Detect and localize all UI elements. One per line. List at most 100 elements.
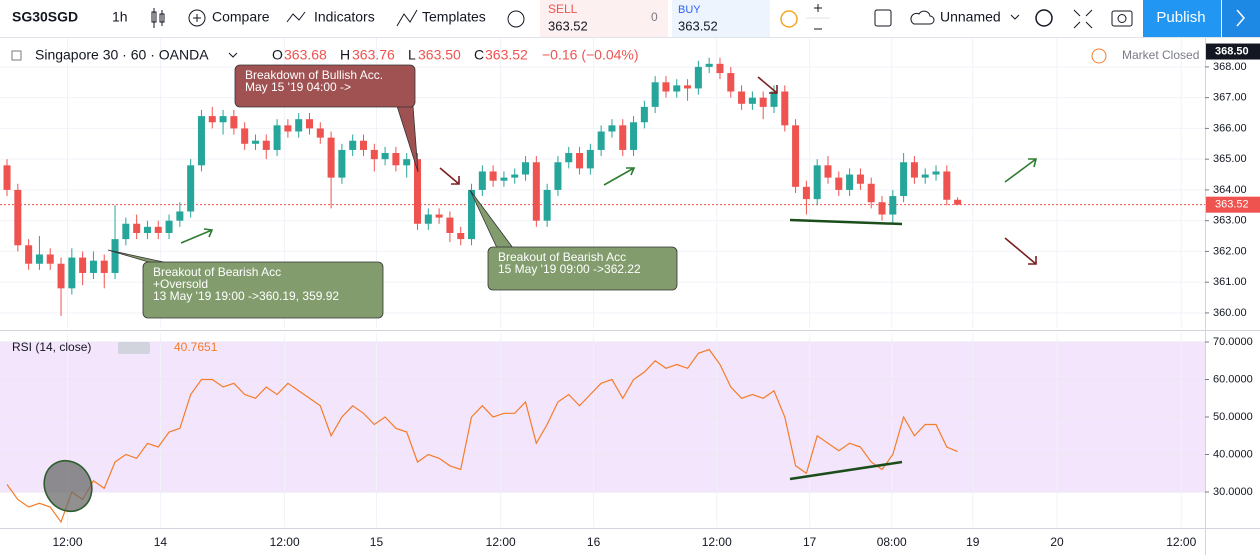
- compare-button[interactable]: Compare: [212, 9, 270, 25]
- x-tick-label: 12:00: [1166, 535, 1196, 549]
- high-value: 363.76: [352, 47, 395, 63]
- candle-body: [424, 214, 432, 224]
- x-tick-label: 12:00: [52, 535, 82, 549]
- candle-body: [251, 140, 259, 144]
- callout-pointer: [396, 105, 419, 173]
- candle-body: [705, 63, 713, 67]
- candle-body: [694, 66, 702, 89]
- compare-icon[interactable]: [188, 9, 206, 27]
- y-tick-label: 362.00: [1213, 245, 1247, 257]
- drawings: [43, 76, 1038, 513]
- candle-body: [489, 171, 497, 181]
- y-tick-label: 70.0000: [1213, 336, 1253, 348]
- candle-body: [878, 202, 886, 215]
- callout-text: Breakdown of Bullish Acc.: [245, 68, 383, 82]
- high-marker-label: 368.50: [1215, 45, 1249, 57]
- candle-body: [3, 165, 11, 190]
- candle-body: [381, 153, 389, 160]
- callout-box: [234, 64, 416, 108]
- indicators-icon[interactable]: [286, 11, 306, 23]
- publish-menu[interactable]: [1222, 0, 1260, 37]
- indicators-button[interactable]: Indicators: [314, 9, 375, 25]
- close-value: 363.52: [485, 47, 528, 63]
- candle-body: [748, 97, 756, 104]
- candle-body: [262, 140, 270, 150]
- chart-type-icon[interactable]: [151, 8, 165, 28]
- info-icon[interactable]: [780, 10, 798, 28]
- y-tick-label: 361.00: [1213, 276, 1247, 288]
- sell-price: 363.52: [548, 18, 588, 33]
- x-tick-label: 12:00: [270, 535, 300, 549]
- candle-body: [532, 162, 540, 221]
- main-legend: Singapore 30 · 60 · OANDA O 363.68 H 363…: [11, 47, 1199, 64]
- candle-body: [208, 116, 216, 123]
- high-label: H: [340, 47, 350, 63]
- callout-text: +Oversold: [153, 277, 208, 291]
- candle-body: [122, 223, 130, 240]
- candle-body: [900, 162, 908, 197]
- candle-body: [565, 153, 573, 163]
- candle-body: [759, 97, 767, 107]
- x-tick-label: 12:00: [702, 535, 732, 549]
- candle-body: [219, 116, 227, 123]
- symbol[interactable]: SG30SGD: [12, 9, 78, 25]
- callout-text: Breakout of Bearish Acc: [153, 265, 281, 279]
- y-tick-label: 40.0000: [1213, 448, 1253, 460]
- candle-body: [370, 149, 378, 160]
- snapshot-icon[interactable]: [1111, 10, 1133, 27]
- candle-body: [856, 174, 864, 184]
- candle-body: [543, 189, 551, 221]
- callout-box: [487, 246, 678, 291]
- x-tick-label: 12:00: [486, 535, 516, 549]
- candle-body: [338, 149, 346, 178]
- layout-name[interactable]: Unnamed: [940, 9, 1001, 25]
- cloud-icon[interactable]: [910, 10, 935, 25]
- templates-icon[interactable]: [396, 9, 418, 27]
- select-icon[interactable]: [874, 9, 892, 27]
- buy-box[interactable]: [672, 0, 770, 37]
- candle-body: [284, 125, 292, 132]
- toolbar: SG30SGD 1h Compare Indicators Templates …: [0, 0, 1260, 38]
- candle-body: [165, 220, 173, 233]
- legend-icon: [11, 50, 22, 61]
- settings-icon[interactable]: [1035, 9, 1053, 27]
- market-icon: [1091, 48, 1107, 64]
- candle-body: [187, 165, 195, 212]
- templates-button[interactable]: Templates: [422, 9, 486, 25]
- candle-body: [14, 189, 22, 246]
- sell-box[interactable]: [540, 0, 668, 37]
- alert-icon[interactable]: [507, 10, 525, 28]
- rsi-value: 40.7651: [174, 340, 218, 354]
- candle-body: [835, 177, 843, 190]
- down-arrow: [439, 167, 460, 185]
- support-line: [789, 218, 903, 226]
- callout-box: [142, 261, 384, 319]
- down-arrow: [757, 76, 778, 94]
- rsi-line: [6, 348, 958, 524]
- candle-body: [111, 239, 119, 273]
- annotations: Breakdown of Bullish Acc.May 15 '19 04:0…: [107, 64, 678, 319]
- interval[interactable]: 1h: [112, 9, 128, 25]
- callout-text: May 15 '19 04:00 ->: [245, 80, 351, 94]
- oversold-ellipse: [43, 459, 93, 513]
- candle-body: [413, 159, 422, 224]
- buy-label: BUY: [678, 4, 701, 16]
- zoom-buttons[interactable]: [814, 4, 822, 30]
- compare-plus: [193, 14, 201, 22]
- candle-body: [349, 140, 357, 150]
- candle-body: [802, 186, 810, 200]
- high-marker-box: [1206, 43, 1260, 60]
- publish-label: Publish: [1156, 9, 1205, 26]
- fullscreen-icon[interactable]: [1073, 9, 1093, 29]
- candle-body: [305, 119, 313, 129]
- candle-body: [889, 196, 897, 215]
- candle-body: [824, 165, 832, 178]
- candle-body: [392, 153, 400, 166]
- candle-body: [241, 128, 249, 144]
- candle-body: [68, 257, 76, 289]
- candle-body: [359, 140, 368, 150]
- low-label: L: [408, 47, 416, 63]
- publish-button[interactable]: [1143, 0, 1221, 37]
- legend-arrow: [228, 52, 238, 58]
- candle-body: [57, 263, 65, 289]
